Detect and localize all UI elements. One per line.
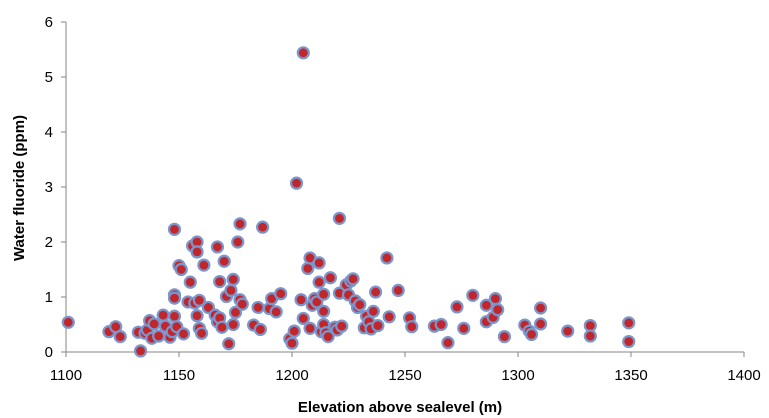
data-point xyxy=(391,283,405,297)
y-tick-label: 5 xyxy=(45,69,53,86)
y-tick-label: 2 xyxy=(45,234,53,251)
data-point xyxy=(152,329,166,343)
data-point xyxy=(380,251,394,265)
data-point xyxy=(176,327,191,341)
data-point xyxy=(222,337,236,351)
data-point xyxy=(382,310,396,324)
data-point xyxy=(235,297,249,311)
axes xyxy=(65,22,744,353)
data-point xyxy=(174,262,188,277)
data-point xyxy=(192,293,206,307)
data-point xyxy=(61,315,75,329)
data-point xyxy=(479,298,493,312)
data-point xyxy=(488,292,502,306)
data-point xyxy=(450,300,464,314)
data-point xyxy=(269,305,283,319)
data-point xyxy=(274,287,288,301)
data-point xyxy=(491,303,505,317)
y-tick-label: 4 xyxy=(45,124,53,141)
data-point xyxy=(533,317,548,331)
data-point xyxy=(323,271,338,285)
data-point xyxy=(457,321,471,335)
data-point xyxy=(224,283,238,297)
x-axis-title: Elevation above sealevel (m) xyxy=(298,399,502,416)
data-point xyxy=(335,319,349,333)
data-point xyxy=(371,319,385,333)
data-point xyxy=(303,321,317,335)
data-point xyxy=(346,272,360,286)
data-point xyxy=(197,258,211,272)
data-point xyxy=(312,275,326,289)
data-point xyxy=(251,300,265,315)
y-tick-label: 0 xyxy=(45,344,53,361)
data-point xyxy=(226,317,240,332)
x-tick-label: 1100 xyxy=(50,367,82,384)
data-point xyxy=(133,344,148,358)
y-axis-ticks: 0 1 2 3 4 5 6 xyxy=(45,14,66,361)
data-point xyxy=(156,308,170,322)
data-point xyxy=(317,304,331,318)
x-tick-label: 1150 xyxy=(163,367,195,384)
data-point xyxy=(289,176,304,190)
data-point xyxy=(321,330,335,344)
data-point xyxy=(195,326,209,340)
data-point xyxy=(190,245,204,259)
data-point xyxy=(561,324,575,338)
data-point xyxy=(317,287,331,301)
x-tick-label: 1400 xyxy=(727,367,760,384)
data-point xyxy=(213,275,227,289)
data-point xyxy=(183,275,197,289)
data-point xyxy=(353,298,367,312)
data-point xyxy=(312,256,326,270)
data-point xyxy=(228,305,243,319)
data-point xyxy=(466,288,480,302)
y-axis-title: Water fluoride (ppm) xyxy=(11,115,28,261)
data-point xyxy=(167,309,182,323)
x-axis-ticks: 1100 1150 1200 1250 1300 1350 1400 xyxy=(50,352,761,384)
data-point xyxy=(294,293,308,307)
data-point xyxy=(147,317,161,331)
data-point xyxy=(441,336,455,350)
y-tick-label: 6 xyxy=(45,14,53,31)
data-point xyxy=(366,304,380,318)
data-point xyxy=(524,327,539,341)
data-point xyxy=(369,285,383,299)
data-point xyxy=(301,261,315,275)
x-tick-label: 1200 xyxy=(275,367,308,384)
data-point xyxy=(226,272,240,286)
y-tick-label: 1 xyxy=(45,289,53,306)
y-tick-label: 3 xyxy=(45,179,53,196)
data-point xyxy=(296,311,310,326)
data-point xyxy=(217,254,231,268)
data-point xyxy=(231,235,245,249)
data-point xyxy=(285,336,299,350)
data-point xyxy=(405,320,419,334)
data-point xyxy=(622,334,636,349)
data-point xyxy=(167,291,182,305)
data-point xyxy=(622,316,636,330)
data-point xyxy=(296,46,310,60)
data-point xyxy=(233,217,247,231)
data-point xyxy=(215,320,229,334)
data-point xyxy=(210,240,225,254)
data-point xyxy=(533,301,548,315)
data-point xyxy=(253,322,267,337)
x-tick-label: 1300 xyxy=(501,367,534,384)
x-tick-label: 1350 xyxy=(614,367,647,384)
data-point xyxy=(113,330,127,344)
data-point xyxy=(583,329,597,343)
data-point xyxy=(190,309,204,323)
data-points xyxy=(61,46,636,358)
data-point xyxy=(167,222,182,236)
data-point xyxy=(332,211,347,225)
data-point xyxy=(256,220,270,234)
data-point xyxy=(434,317,448,332)
data-point xyxy=(287,324,301,338)
data-point xyxy=(497,330,512,344)
x-tick-label: 1250 xyxy=(388,367,421,384)
